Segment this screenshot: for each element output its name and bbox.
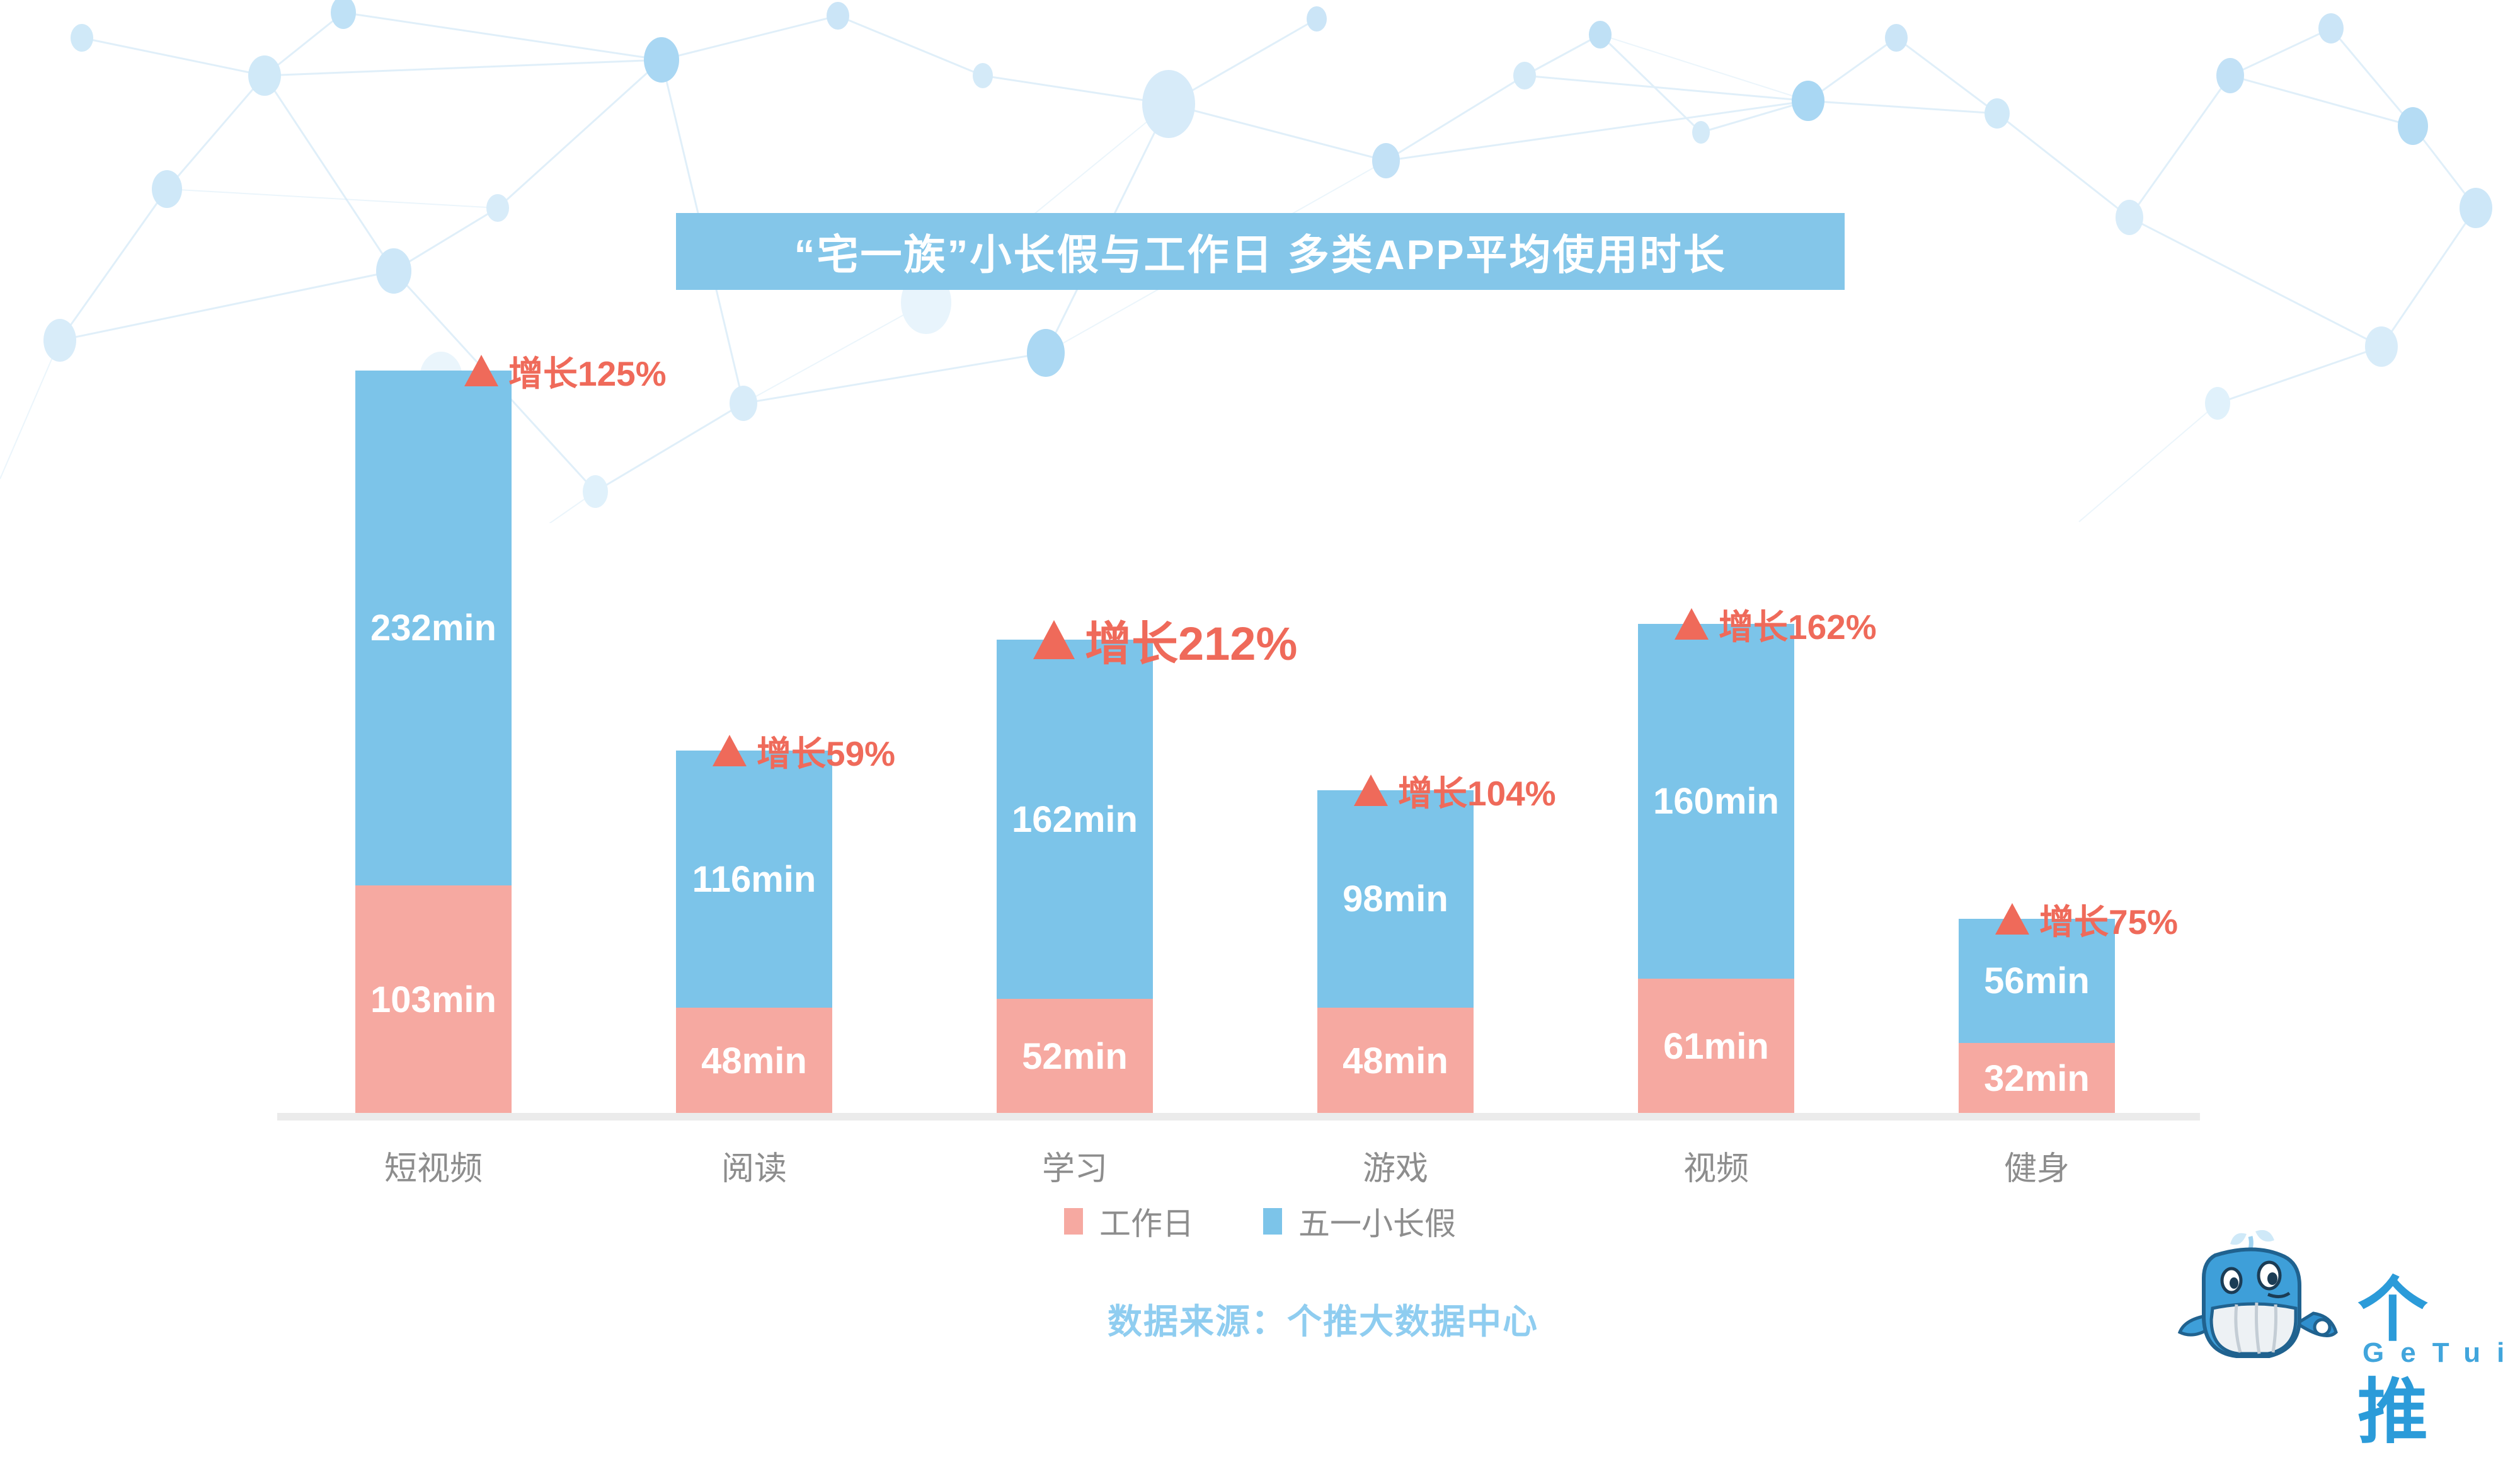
category-label: 视频	[1683, 1151, 1749, 1187]
legend-swatch-workday	[1064, 1208, 1083, 1235]
increase-triangle-icon	[1033, 620, 1075, 659]
increase-triangle-icon	[464, 355, 498, 386]
increase-triangle-icon	[713, 735, 747, 766]
workday-value-label: 48min	[1343, 1040, 1448, 1081]
bar-segment-workday: 48min	[676, 1008, 832, 1114]
legend-item-workday: 工作日	[1064, 1199, 1194, 1244]
bar-segment-workday: 103min	[355, 885, 512, 1114]
holiday-value-label: 116min	[692, 858, 816, 900]
bar-segment-holiday: 162min	[997, 640, 1153, 999]
page-title: “宅一族”小长假与工作日 多类APP平均使用时长	[794, 231, 1727, 278]
growth-annotation-text: 增长125%	[508, 354, 667, 393]
holiday-value-label: 232min	[370, 608, 496, 648]
growth-annotation-text: 增长162%	[1719, 608, 1877, 647]
workday-value-label: 32min	[1984, 1058, 2090, 1099]
workday-value-label: 48min	[701, 1040, 807, 1081]
x-axis-line	[277, 1113, 2200, 1120]
logo-en-text: GeTui	[2362, 1337, 2520, 1368]
chart-legend: 工作日 五一小长假	[0, 1199, 2520, 1244]
bar-segment-holiday: 116min	[676, 751, 832, 1008]
growth-annotation: 增长125%	[464, 344, 667, 397]
growth-annotation: 增长59%	[713, 724, 895, 777]
growth-annotation-text: 增长75%	[2039, 902, 2179, 942]
getui-logo: 个推 GeTui	[2174, 1223, 2520, 1451]
category-label: 健身	[2003, 1151, 2070, 1187]
growth-annotation: 增长75%	[1995, 892, 2178, 945]
growth-annotation-text: 增长212%	[1085, 617, 1298, 670]
bar-segment-workday: 61min	[1638, 979, 1794, 1114]
holiday-value-label: 162min	[1012, 798, 1138, 840]
category-label: 短视频	[384, 1151, 483, 1187]
workday-value-label: 103min	[370, 979, 496, 1020]
growth-annotation: 增长104%	[1354, 764, 1556, 817]
data-source-note: 数据来源：个推大数据中心	[1107, 1302, 1538, 1341]
bar-segment-holiday: 160min	[1638, 624, 1794, 979]
increase-triangle-icon	[1675, 608, 1709, 640]
legend-label: 五一小长假	[1298, 1206, 1456, 1241]
increase-triangle-icon	[1995, 903, 2029, 935]
workday-value-label: 52min	[1022, 1036, 1128, 1077]
bar-segment-holiday: 98min	[1317, 790, 1474, 1008]
legend-label: 工作日	[1099, 1206, 1194, 1241]
growth-annotation-text: 增长104%	[1398, 774, 1556, 813]
holiday-value-label: 160min	[1653, 781, 1779, 822]
holiday-value-label: 56min	[1984, 960, 2090, 1001]
legend-swatch-holiday	[1263, 1208, 1282, 1235]
holiday-value-label: 98min	[1343, 878, 1448, 919]
bar-segment-holiday: 56min	[1959, 919, 2115, 1043]
legend-item-holiday: 五一小长假	[1263, 1199, 1456, 1244]
bar-segment-workday: 48min	[1317, 1008, 1474, 1114]
whale-mascot-icon	[2177, 1230, 2338, 1358]
bar-segment-workday: 52min	[997, 999, 1153, 1114]
bar-segment-workday: 32min	[1959, 1043, 2115, 1114]
category-label: 游戏	[1362, 1151, 1428, 1187]
workday-value-label: 61min	[1663, 1026, 1769, 1067]
increase-triangle-icon	[1354, 775, 1388, 806]
category-label: 阅读	[721, 1151, 787, 1187]
title-banner: “宅一族”小长假与工作日 多类APP平均使用时长	[676, 213, 1845, 290]
category-label: 学习	[1041, 1151, 1108, 1187]
bar-segment-holiday: 232min	[355, 371, 512, 885]
growth-annotation-text: 增长59%	[757, 734, 896, 773]
growth-annotation: 增长212%	[1033, 613, 1297, 670]
growth-annotation: 增长162%	[1675, 597, 1877, 650]
